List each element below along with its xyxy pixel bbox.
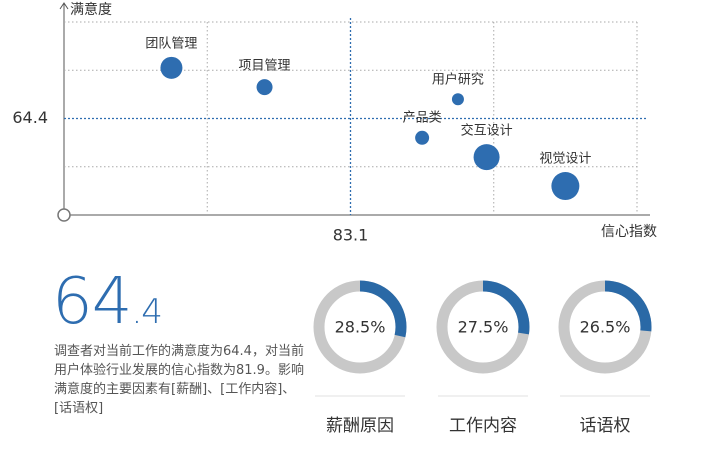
- bubble: [551, 172, 580, 201]
- big-number: 64.4: [52, 265, 163, 339]
- point-label: 视觉设计: [539, 152, 591, 167]
- bubble: [256, 79, 273, 96]
- point-label: 团队管理: [145, 36, 197, 51]
- y-axis-arrow: [59, 2, 69, 10]
- donut-value: 28.5%: [335, 318, 386, 337]
- bubble: [473, 144, 500, 171]
- donut-arc: [558, 280, 652, 374]
- donut-arc: [313, 280, 407, 374]
- donut-category: 话语权: [580, 416, 631, 436]
- donut-category: 薪酬原因: [326, 416, 394, 436]
- summary-text: 调查者对当前工作的满意度为64.4，对当前用户体验行业发展的信心指数为81.9。…: [54, 344, 304, 416]
- donut-value: 27.5%: [458, 318, 509, 337]
- point-label: 项目管理: [239, 59, 291, 74]
- origin: [57, 208, 71, 222]
- y-tick-label: 64.4: [12, 108, 48, 127]
- bubble: [451, 93, 464, 106]
- donut-category: 工作内容: [449, 416, 517, 436]
- donut-arc: [436, 280, 530, 374]
- donut-value: 26.5%: [580, 318, 631, 337]
- point-label: 交互设计: [461, 123, 513, 139]
- bubble: [160, 56, 183, 79]
- point-label: 用户研究: [432, 72, 484, 88]
- y-axis-label: 满意度: [70, 1, 112, 18]
- x-axis-label: 信心指数: [601, 224, 657, 240]
- point-label: 产品类: [403, 110, 442, 125]
- x-tick-label: 83.1: [333, 226, 369, 245]
- bubble: [415, 130, 430, 145]
